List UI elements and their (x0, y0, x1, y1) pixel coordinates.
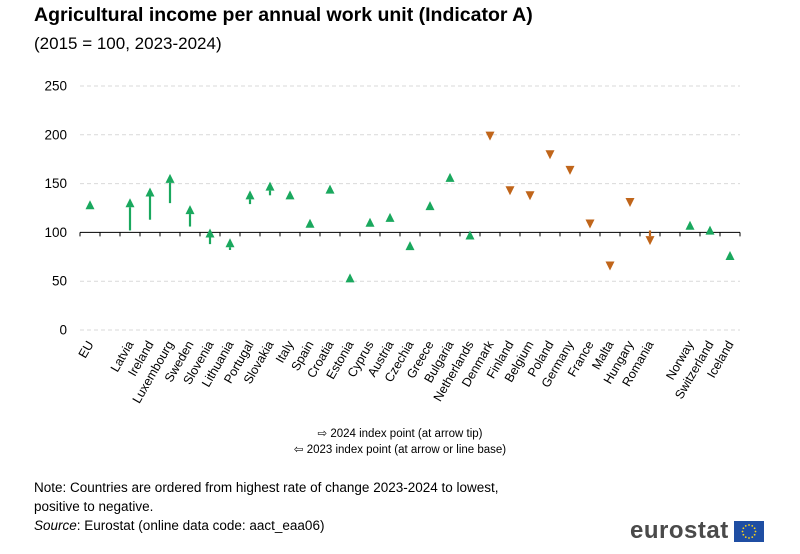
chart-title: Agricultural income per annual work unit… (34, 4, 533, 26)
eu-flag-icon (733, 520, 764, 542)
mark-austria (385, 212, 395, 222)
y-axis-ticks: 0 50 100 150 200 250 (44, 79, 67, 338)
arrow-head-up (405, 241, 415, 251)
note-line-2: positive to negative. (34, 499, 154, 514)
flag-star (741, 530, 744, 532)
mark-spain (305, 218, 315, 228)
arrow-head-up (685, 220, 695, 230)
arrow-head-up (345, 273, 355, 283)
arrow-head-down (585, 219, 595, 229)
flag-star (754, 530, 757, 532)
arrow-head-down (645, 236, 655, 246)
mark-cyprus (365, 217, 375, 227)
flag-star (744, 535, 747, 538)
flag-star (744, 524, 747, 527)
y-tick-label: 0 (59, 323, 67, 338)
y-tick-label: 50 (52, 274, 67, 289)
flag-star (751, 535, 753, 538)
arrow-head-up (125, 198, 135, 208)
arrow-head-up (725, 250, 735, 260)
flag-star (742, 526, 744, 529)
legend-entry-2024: ⇨ 2024 index point (at arrow tip) (317, 428, 483, 440)
flag-star (753, 526, 756, 529)
mark-croatia (325, 184, 335, 194)
arrow-head-up (245, 190, 255, 200)
y-tick-label: 150 (44, 176, 67, 191)
mark-belgium (525, 191, 535, 201)
mark-latvia (125, 198, 135, 231)
mark-finland (505, 186, 515, 196)
note-line-1: Note: Countries are ordered from highest… (34, 480, 499, 495)
mark-portugal (245, 190, 255, 205)
gridlines (80, 85, 740, 331)
arrow-head-down (505, 186, 515, 196)
arrow-head-up (465, 230, 475, 240)
arrow-head-up (145, 187, 155, 197)
mark-netherlands (465, 230, 475, 240)
mark-iceland (725, 250, 735, 260)
mark-germany (565, 165, 575, 175)
arrow-head-up (325, 184, 335, 194)
data-marks (85, 131, 735, 283)
source-label: Source (34, 518, 77, 533)
mark-bulgaria (445, 172, 455, 182)
mark-ireland (145, 187, 155, 220)
arrow-head-up (425, 201, 435, 211)
y-tick-label: 200 (44, 127, 67, 142)
y-tick-label: 100 (44, 225, 67, 240)
mark-slovakia (265, 181, 275, 196)
arrow-head-down (565, 165, 575, 175)
x-tick-label: EU (76, 339, 97, 361)
mark-switzerland (705, 225, 715, 235)
legend-entry-2023: ⇦ 2023 index point (at arrow or line bas… (293, 444, 507, 456)
mark-lithuania (225, 238, 235, 250)
arrow-head-up (165, 173, 175, 183)
arrow-head-up (365, 217, 375, 227)
chart-subtitle: (2015 = 100, 2023-2024) (34, 34, 222, 53)
source-line: Source: Eurostat (online data code: aact… (34, 518, 324, 533)
arrow-head-up (205, 228, 215, 238)
arrow-head-up (85, 200, 95, 210)
mark-czechia (405, 241, 415, 251)
arrow-head-down (605, 261, 615, 271)
flag-star (747, 536, 750, 539)
mark-romania (645, 230, 655, 246)
mark-greece (425, 201, 435, 211)
arrow-head-down (485, 131, 495, 141)
mark-italy (285, 190, 295, 200)
mark-hungary (625, 198, 635, 208)
mark-eu (85, 200, 95, 210)
eurostat-logo: eurostat (630, 517, 764, 544)
arrow-head-up (705, 225, 715, 235)
mark-poland (545, 150, 555, 160)
mark-france (585, 219, 595, 229)
mark-estonia (345, 273, 355, 283)
arrow-head-up (265, 181, 275, 191)
logo-text: eurostat (630, 517, 729, 544)
mark-norway (685, 220, 695, 230)
arrow-head-up (445, 172, 455, 182)
flag-star (753, 533, 756, 536)
mark-denmark (485, 131, 495, 141)
mark-slovenia (205, 228, 215, 245)
mark-luxembourg (165, 173, 175, 204)
arrow-head-down (625, 198, 635, 208)
arrow-head-down (545, 150, 555, 160)
y-tick-label: 250 (44, 79, 67, 94)
arrow-head-up (305, 218, 315, 228)
source-text: : Eurostat (online data code: aact_eaa06… (76, 518, 325, 533)
arrow-head-down (525, 191, 535, 201)
arrow-head-up (285, 190, 295, 200)
arrow-head-up (185, 205, 195, 215)
mark-malta (605, 261, 615, 271)
baseline-axis (79, 231, 741, 237)
mark-sweden (185, 205, 195, 227)
x-axis-labels: EU LatviaIrelandLuxembourgSwedenSloveniaL… (76, 338, 737, 406)
arrow-head-up (225, 238, 235, 248)
arrow-head-up (385, 212, 395, 222)
chart-area: 0 50 100 150 200 250 EU LatviaIrelandLuxembour… (44, 79, 741, 406)
flag-star (751, 524, 753, 527)
flag-star (742, 533, 744, 536)
flag-star (747, 523, 750, 526)
